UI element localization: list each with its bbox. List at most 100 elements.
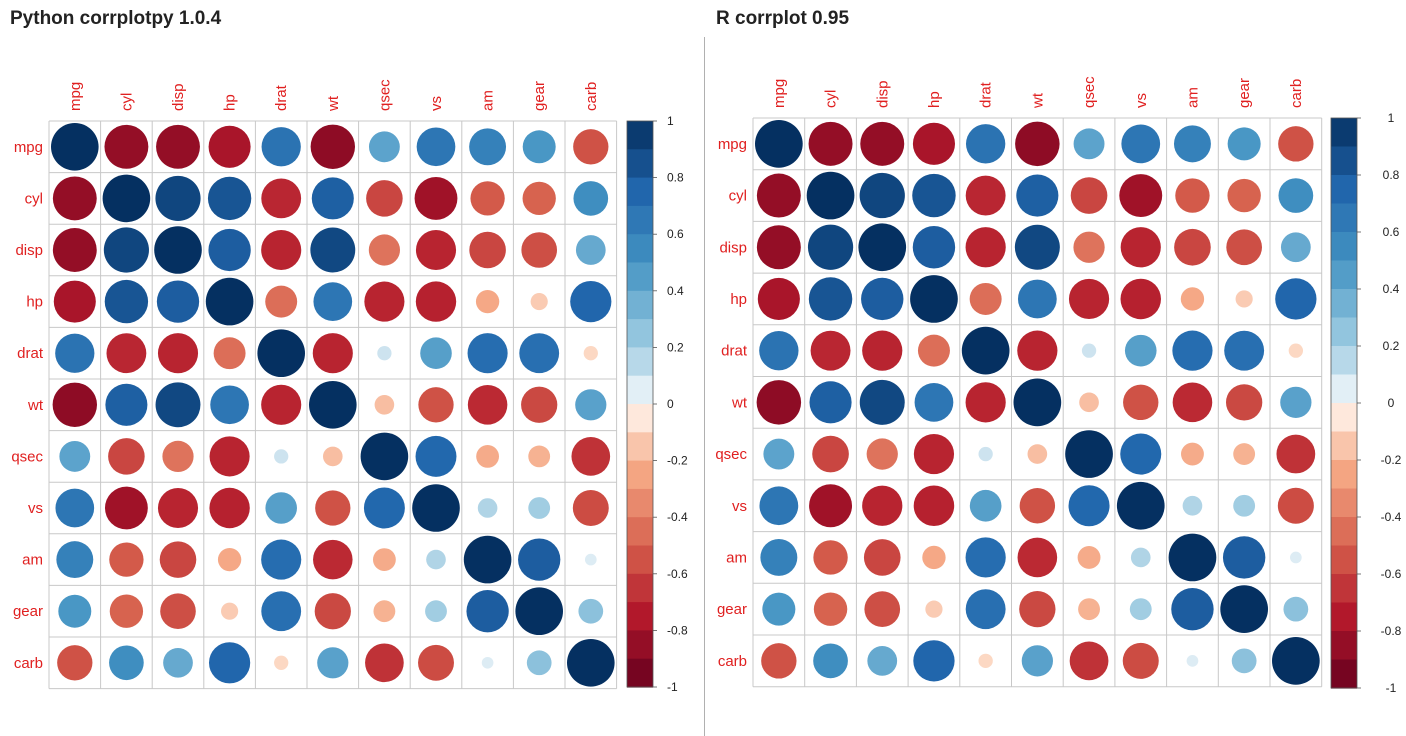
correlation-circle [1224, 330, 1265, 371]
correlation-circle [1225, 384, 1263, 421]
colorbar-segment [627, 290, 653, 320]
correlation-circle [1175, 178, 1210, 213]
correlation-circle [155, 382, 201, 428]
correlation-circle [364, 281, 405, 322]
correlation-circle [210, 385, 249, 425]
column-label: qsec [376, 79, 393, 111]
correlation-circle [756, 225, 801, 270]
colorbar-segment [1331, 289, 1357, 319]
colorbar-segment [627, 262, 653, 292]
correlation-circle [1014, 224, 1060, 270]
correlation-circle [575, 389, 607, 421]
correlation-circle [368, 234, 401, 266]
correlation-circle [1275, 278, 1317, 320]
correlation-circle [1069, 641, 1109, 681]
colorbar-segment [1331, 488, 1357, 518]
correlation-circle [1227, 127, 1261, 161]
column-label: disp [874, 80, 891, 108]
colorbar-tick-label: -0.2 [1381, 453, 1402, 467]
correlation-circle [1021, 645, 1053, 677]
correlation-circle [1220, 585, 1268, 634]
row-label: am [22, 552, 43, 569]
correlation-circle [759, 330, 799, 371]
column-label: gear [531, 81, 548, 111]
row-label: drat [721, 343, 748, 360]
correlation-circle [522, 130, 556, 164]
colorbar-segment [627, 432, 653, 462]
correlation-plot: mpg cyl disp hp drat wt qsec vs am gear carb mpg cyl… [715, 76, 1402, 695]
correlation-circle [1222, 536, 1266, 579]
row-label: gear [717, 601, 747, 618]
colorbar-tick-label: 0.4 [667, 284, 684, 298]
correlation-circle [467, 333, 508, 374]
correlation-circle [860, 121, 905, 166]
correlation-circle [1079, 392, 1099, 413]
correlation-circle [760, 538, 798, 576]
correlation-circle [102, 174, 151, 223]
colorbar-segment [627, 347, 653, 377]
correlation-circle [1180, 287, 1205, 311]
colorbar-segment [1331, 545, 1357, 575]
correlation-circle [583, 346, 598, 361]
correlation-circle [917, 334, 950, 367]
colorbar-segment [627, 545, 653, 575]
correlation-circle [1013, 378, 1062, 427]
colorbar-tick-label: -0.4 [667, 510, 688, 524]
correlation-circle [415, 435, 457, 477]
row-label: wt [731, 394, 748, 411]
correlation-circle [261, 178, 302, 219]
correlation-circle [757, 277, 800, 321]
row-label: qsec [715, 446, 747, 463]
correlation-circle [51, 123, 99, 171]
row-label: carb [14, 655, 43, 672]
column-label: am [1184, 87, 1201, 108]
correlation-circle [965, 124, 1006, 164]
row-label: am [726, 549, 747, 566]
correlation-circle [377, 346, 392, 361]
correlation-circle [526, 650, 552, 676]
correlation-circle [108, 438, 145, 475]
correlation-circle [162, 440, 194, 473]
correlation-circle [573, 181, 609, 216]
correlation-circle [412, 484, 460, 532]
colorbar-segment [1331, 403, 1357, 433]
correlation-circle [965, 382, 1006, 423]
correlation-circle [157, 487, 199, 529]
column-label: vs [428, 96, 445, 111]
colorbar-segment [1331, 317, 1357, 347]
correlation-circle [265, 492, 297, 524]
correlation-circle [311, 177, 354, 220]
correlation-circle [1130, 547, 1151, 568]
correlation-circle [1233, 494, 1256, 517]
correlation-circle [961, 326, 1010, 375]
colorbar-segment [1331, 431, 1357, 461]
colorbar-tick-label: -1 [667, 680, 678, 694]
correlation-circle [163, 647, 193, 678]
correlation-circle [416, 127, 456, 167]
correlation-circle [156, 124, 200, 169]
colorbar-segment [1331, 203, 1357, 233]
correlation-circle [265, 285, 298, 318]
correlation-circle [912, 122, 956, 165]
row-label: disp [15, 242, 43, 259]
colorbar-tick-label: 0.6 [667, 227, 684, 241]
row-label: mpg [718, 136, 747, 153]
correlation-circle [105, 383, 148, 426]
correlation-circle [209, 436, 250, 477]
colorbar-segment [1331, 374, 1357, 404]
row-label: mpg [14, 139, 43, 156]
correlation-circle [808, 121, 853, 166]
correlation-circle [368, 131, 400, 163]
correlation-circle [312, 333, 353, 374]
colorbar-tick-label: 0.8 [1383, 168, 1400, 182]
colorbar-segment [1331, 146, 1357, 176]
correlation-circle [420, 337, 452, 369]
correlation-circle [310, 124, 355, 169]
correlation-circle [755, 120, 803, 168]
correlation-circle [1120, 278, 1161, 320]
correlation-circle [104, 279, 149, 324]
colorbar-tick-label: 1 [1388, 111, 1395, 125]
correlation-circle [864, 591, 901, 628]
correlation-circle [55, 488, 95, 528]
correlation-circle [205, 277, 254, 326]
